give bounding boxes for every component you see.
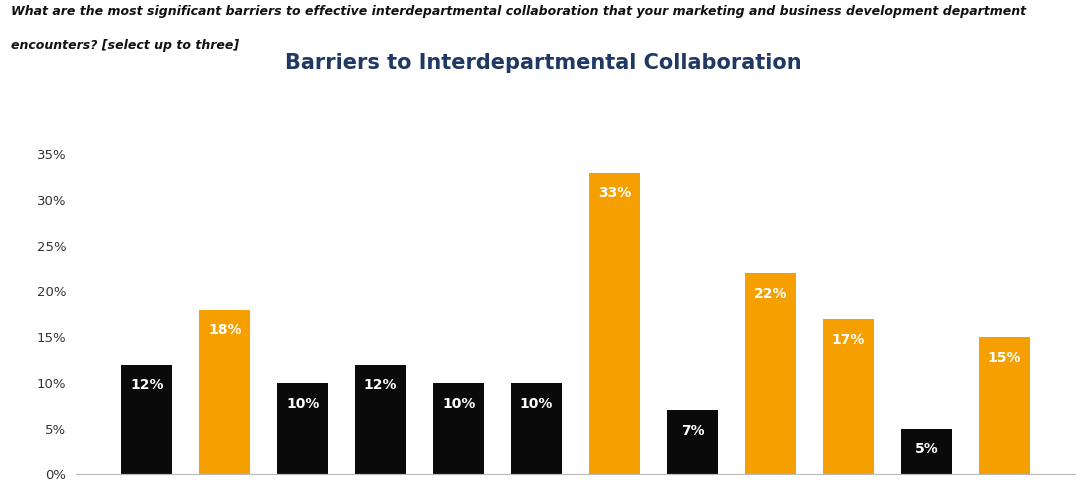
- Text: 22%: 22%: [754, 287, 787, 301]
- Bar: [823, 319, 874, 474]
- Text: 12%: 12%: [364, 378, 397, 393]
- Text: Barriers to Interdepartmental Collaboration: Barriers to Interdepartmental Collaborat…: [285, 53, 801, 73]
- Bar: [667, 410, 718, 474]
- Bar: [355, 364, 406, 474]
- Text: 10%: 10%: [442, 396, 476, 410]
- Text: 5%: 5%: [914, 442, 938, 456]
- Text: 17%: 17%: [832, 333, 866, 347]
- Bar: [745, 273, 796, 474]
- Text: 10%: 10%: [286, 396, 319, 410]
- Text: What are the most significant barriers to effective interdepartmental collaborat: What are the most significant barriers t…: [11, 5, 1026, 18]
- Text: 18%: 18%: [209, 323, 241, 337]
- Text: 10%: 10%: [520, 396, 553, 410]
- Bar: [433, 383, 484, 474]
- Text: 33%: 33%: [598, 186, 631, 200]
- Bar: [122, 364, 172, 474]
- Text: 7%: 7%: [681, 424, 705, 438]
- Bar: [901, 429, 951, 474]
- Text: 12%: 12%: [130, 378, 164, 393]
- Text: encounters? [select up to three]: encounters? [select up to three]: [11, 39, 239, 52]
- Bar: [277, 383, 328, 474]
- Text: 15%: 15%: [987, 351, 1021, 365]
- Bar: [590, 173, 640, 474]
- Bar: [512, 383, 561, 474]
- Bar: [200, 310, 250, 474]
- Bar: [980, 337, 1030, 474]
